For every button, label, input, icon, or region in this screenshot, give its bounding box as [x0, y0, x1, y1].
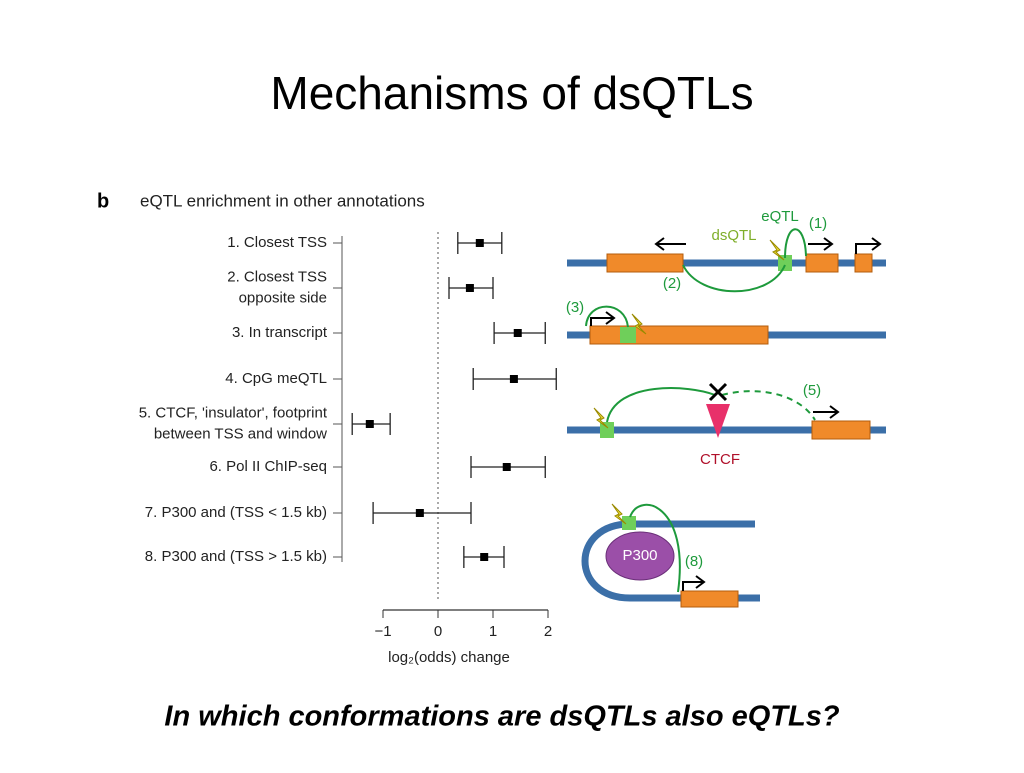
- diagram-label: (8): [685, 553, 703, 570]
- category-label: 6. Pol II ChIP-seq: [209, 458, 327, 475]
- category-label: between TSS and window: [154, 425, 327, 442]
- exon: [805, 253, 839, 273]
- caption: In which conformations are dsQTLs also e…: [164, 701, 839, 733]
- category-label: 7. P300 and (TSS < 1.5 kb): [145, 504, 327, 521]
- arrow: [654, 237, 686, 251]
- point-estimate: [513, 329, 522, 337]
- p300-protein: [605, 531, 675, 581]
- category-label: opposite side: [239, 289, 327, 306]
- diagram-label: dsQTL: [711, 227, 756, 244]
- category-label: 2. Closest TSS: [227, 268, 327, 285]
- loop: [784, 228, 807, 259]
- loop: [606, 387, 716, 423]
- dsqtl-site: [620, 327, 636, 343]
- arrow: [808, 237, 834, 251]
- arrow: [590, 311, 616, 326]
- exon: [589, 325, 769, 345]
- loop: [629, 503, 681, 593]
- arrow: [855, 237, 882, 254]
- x-tick-label: 0: [434, 623, 442, 640]
- panel-letter: b: [97, 190, 109, 212]
- blocked-loop: [721, 390, 816, 421]
- bolt: [769, 239, 785, 261]
- diagram-label: CTCF: [700, 451, 740, 468]
- x-tick-label: 1: [489, 623, 497, 640]
- point-estimate: [502, 463, 511, 471]
- dsqtl-site: [622, 516, 636, 530]
- loop: [682, 264, 786, 293]
- exon: [854, 253, 873, 273]
- dsqtl-site: [600, 422, 614, 438]
- point-estimate: [465, 284, 474, 292]
- exon: [811, 420, 871, 440]
- bolt: [593, 407, 609, 429]
- diagram-label: eQTL: [761, 208, 799, 225]
- x-tick-label: −1: [374, 623, 391, 640]
- x-tick-label: 2: [544, 623, 552, 640]
- category-label: 1. Closest TSS: [227, 234, 327, 251]
- point-estimate: [475, 239, 484, 247]
- point-estimate: [415, 509, 424, 517]
- exon: [606, 253, 684, 273]
- point-estimate: [365, 420, 374, 428]
- bolt: [631, 313, 647, 335]
- diagram-label: P300: [622, 547, 657, 564]
- chart-title: eQTL enrichment in other annotations: [140, 191, 425, 210]
- point-estimate: [480, 553, 489, 561]
- arrow: [813, 405, 840, 419]
- bolt: [611, 503, 627, 525]
- ctcf-site: [706, 404, 730, 438]
- diagram-label: (2): [663, 275, 681, 292]
- arrow: [682, 575, 706, 591]
- loop: [585, 305, 629, 328]
- block-mark: [708, 382, 728, 402]
- category-label: 3. In transcript: [232, 324, 328, 341]
- x-axis-label: log₂(odds) change: [388, 649, 510, 666]
- category-label: 5. CTCF, 'insulator', footprint: [139, 404, 328, 421]
- dna-loop: [581, 520, 760, 602]
- category-label: 4. CpG meQTL: [225, 370, 327, 387]
- diagram-label: (3): [566, 299, 584, 316]
- slide-title: Mechanisms of dsQTLs: [270, 67, 753, 119]
- dsqtl-site: [778, 255, 792, 271]
- diagram: [567, 228, 886, 608]
- diagram-label: (5): [803, 382, 821, 399]
- exon: [680, 590, 739, 608]
- diagram-label: (1): [809, 215, 827, 232]
- point-estimate: [509, 375, 518, 383]
- category-label: 8. P300 and (TSS > 1.5 kb): [145, 548, 327, 565]
